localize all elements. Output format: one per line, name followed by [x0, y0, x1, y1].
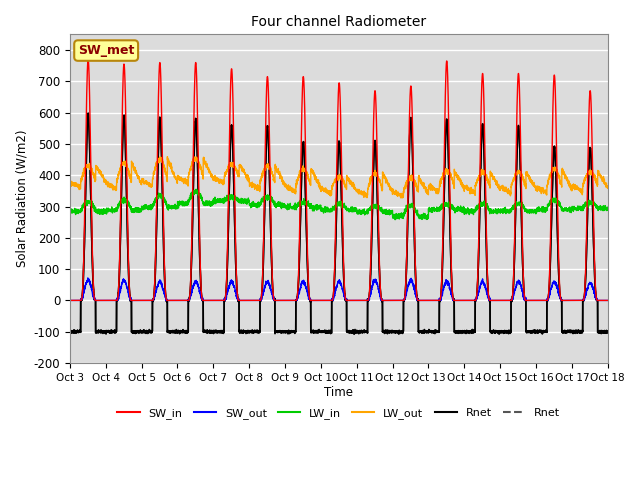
LW_in	[604, 204, 611, 210]
Y-axis label: Solar Radiation (W/m2): Solar Radiation (W/m2)	[15, 130, 28, 267]
SW_out	[84, 275, 92, 281]
LW_in	[604, 205, 612, 211]
LW_out	[604, 184, 612, 190]
Line: LW_in: LW_in	[70, 189, 608, 220]
SW_in	[604, 298, 611, 303]
Legend: SW_in, SW_out, LW_in, LW_out, Rnet, Rnet: SW_in, SW_out, LW_in, LW_out, Rnet, Rnet	[113, 403, 564, 423]
LW_out	[66, 180, 74, 185]
SW_out	[319, 298, 326, 303]
SW_in	[163, 297, 170, 303]
Line: SW_out: SW_out	[70, 278, 608, 300]
LW_out	[397, 195, 405, 201]
LW_in	[460, 206, 467, 212]
SW_in	[460, 298, 467, 303]
Line: LW_out: LW_out	[70, 156, 608, 198]
LW_out	[164, 154, 172, 159]
LW_in	[391, 217, 399, 223]
Text: SW_met: SW_met	[78, 44, 134, 57]
LW_out	[319, 186, 326, 192]
LW_in	[66, 207, 74, 213]
LW_out	[430, 186, 438, 192]
LW_out	[604, 184, 611, 190]
LW_in	[163, 201, 170, 206]
SW_out	[490, 298, 497, 303]
X-axis label: Time: Time	[324, 385, 353, 398]
SW_in	[490, 298, 497, 303]
SW_out	[604, 298, 611, 303]
SW_out	[66, 298, 74, 303]
LW_out	[490, 177, 498, 182]
SW_in	[66, 298, 74, 303]
Line: SW_in: SW_in	[70, 60, 608, 300]
LW_out	[460, 184, 467, 190]
LW_in	[430, 207, 438, 213]
SW_out	[429, 298, 437, 303]
SW_out	[604, 298, 612, 303]
SW_in	[429, 298, 437, 303]
LW_in	[319, 206, 326, 212]
SW_out	[163, 298, 170, 303]
SW_in	[319, 298, 326, 303]
Title: Four channel Radiometer: Four channel Radiometer	[252, 15, 426, 29]
LW_out	[163, 174, 170, 180]
LW_in	[490, 208, 498, 214]
SW_in	[604, 298, 612, 303]
SW_out	[460, 298, 467, 303]
LW_in	[192, 186, 200, 192]
SW_in	[84, 57, 92, 62]
